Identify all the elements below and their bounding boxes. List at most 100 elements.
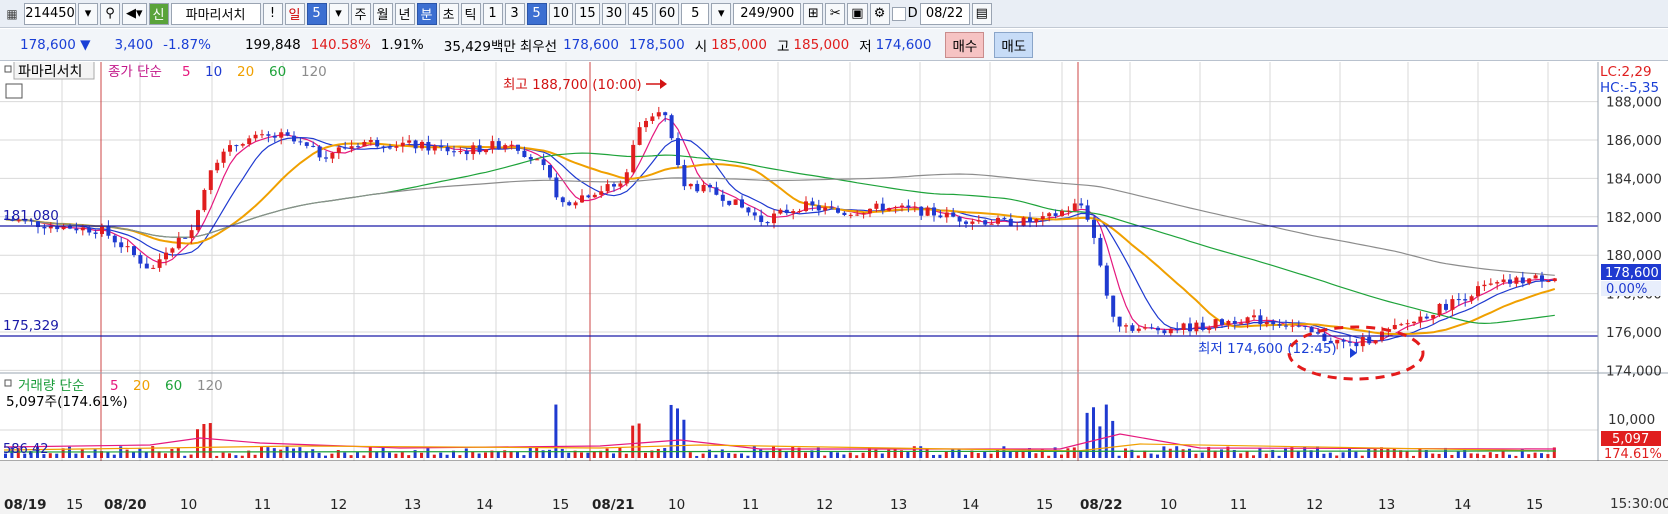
candle-body — [253, 134, 258, 139]
interval-60[interactable]: 60 — [654, 2, 680, 25]
candle-body — [893, 207, 898, 209]
calendar-icon[interactable]: ▤ — [971, 2, 992, 25]
candle-body — [413, 140, 418, 149]
date-input[interactable]: 08/22 — [919, 2, 970, 25]
volume-bar — [580, 452, 583, 458]
save-icon[interactable]: ▣ — [847, 2, 868, 25]
volume-bar — [509, 451, 513, 458]
candle-body — [765, 222, 770, 224]
date-checkbox[interactable] — [891, 6, 906, 21]
volume-bar — [253, 454, 257, 458]
sell-button[interactable]: 매도 — [994, 31, 1034, 58]
code-dropdown-icon[interactable]: ▾ — [78, 2, 98, 25]
volume-bar — [535, 447, 539, 458]
volume-bar — [1015, 451, 1019, 458]
volume-bar — [656, 448, 660, 458]
volume-bar — [170, 449, 174, 458]
candle-body — [996, 217, 1000, 224]
volume-bar — [861, 452, 865, 458]
low-arrow-icon — [1350, 348, 1357, 358]
candle-body — [36, 221, 40, 228]
candle-body — [887, 208, 892, 211]
interval-45[interactable]: 45 — [628, 2, 653, 25]
gear-icon[interactable]: ⚙ — [869, 2, 890, 25]
volume-bar — [919, 446, 923, 458]
volume-bar — [1034, 453, 1038, 458]
volume-bar — [880, 453, 884, 458]
price-y-tick: 184,000 — [1606, 171, 1662, 187]
vol-ma-line-60 — [3, 450, 1557, 453]
volume-bar — [701, 453, 705, 458]
tab-day[interactable]: 일 — [284, 2, 305, 25]
candle-body — [1450, 299, 1455, 310]
interval-count-input[interactable]: 5 — [681, 2, 710, 25]
period-value[interactable]: 5 — [306, 2, 327, 25]
volume-bar — [61, 448, 65, 458]
candle-body — [1021, 217, 1026, 226]
volume-bar — [452, 450, 455, 458]
search-icon[interactable]: ⚲ — [100, 2, 120, 25]
interval-10[interactable]: 10 — [548, 2, 574, 25]
candle-body — [861, 213, 866, 215]
candle-body — [1290, 325, 1295, 327]
tab-month[interactable]: 월 — [372, 2, 393, 25]
volume-bar — [125, 449, 129, 458]
interval-30[interactable]: 30 — [601, 2, 627, 25]
tab-week[interactable]: 주 — [350, 2, 371, 25]
candle-body — [112, 235, 117, 243]
volume-bar — [791, 446, 795, 458]
x-axis-label: 13 — [890, 497, 907, 513]
volume-bar — [1508, 454, 1511, 458]
period-dropdown-icon[interactable]: ▾ — [328, 2, 349, 25]
tab-minute[interactable]: 분 — [416, 2, 437, 25]
volume-value: 199,848 — [244, 36, 301, 53]
lc-label: LC:2,29 — [1600, 64, 1652, 80]
tab-tick[interactable]: 틱 — [460, 2, 481, 25]
vol-legend-prefix: 거래량 단순 — [18, 378, 84, 394]
volume-bar — [989, 453, 993, 458]
volume-bar — [1437, 453, 1441, 458]
candle-body — [637, 127, 642, 145]
volume-bar — [234, 455, 238, 458]
volume-bar — [740, 453, 743, 458]
bar-count-field[interactable]: 249/900 — [733, 2, 802, 25]
candlestick-chart[interactable]: 08/19 15 08/20 10 11 12 13 14 15 08/21 10 11 12 13 14 1… — [0, 62, 1668, 514]
count-dropdown-icon[interactable]: ▾ — [711, 2, 732, 25]
stock-code-input[interactable]: 214450 — [24, 2, 76, 25]
volume-bar — [759, 448, 763, 458]
crosshair-icon[interactable]: ⊞ — [803, 2, 824, 25]
volume-bar — [1527, 454, 1531, 458]
candle-body — [324, 157, 328, 159]
candle-body — [970, 221, 975, 224]
volume-bar — [1546, 454, 1550, 458]
sound-icon[interactable]: ◀▾ — [122, 2, 147, 25]
interval-15[interactable]: 15 — [575, 2, 600, 25]
tab-second[interactable]: 초 — [438, 2, 459, 25]
buy-button[interactable]: 매수 — [945, 31, 985, 58]
interval-1[interactable]: 1 — [482, 2, 503, 25]
candle-body — [1175, 328, 1180, 331]
candle-body — [1322, 333, 1327, 341]
alert-button[interactable]: ! — [262, 2, 283, 25]
candle-body — [477, 145, 482, 153]
low-highlight-circle — [1287, 325, 1425, 381]
candle-body — [1527, 278, 1532, 284]
window-menu-icon[interactable]: ▦ — [6, 6, 18, 21]
volume-bar — [93, 449, 97, 458]
tab-year[interactable]: 년 — [394, 2, 415, 25]
volume-bar — [708, 449, 711, 458]
volume-bar — [746, 455, 750, 458]
ma-legend: 5 10 20 60 120 — [182, 64, 327, 80]
candle-body — [375, 140, 380, 147]
table-icon[interactable] — [5, 83, 23, 99]
volume-bar — [164, 453, 167, 458]
interval-3[interactable]: 3 — [504, 2, 525, 25]
volume-bar — [1469, 453, 1473, 458]
scissors-icon[interactable]: ✂ — [825, 2, 846, 25]
stock-name-field[interactable]: 파마리서치 — [170, 2, 261, 25]
interval-5[interactable]: 5 — [526, 2, 547, 25]
candle-body — [983, 220, 988, 225]
volume-bar — [144, 452, 148, 458]
candle-body — [452, 151, 456, 153]
volume-bar — [1194, 453, 1198, 458]
